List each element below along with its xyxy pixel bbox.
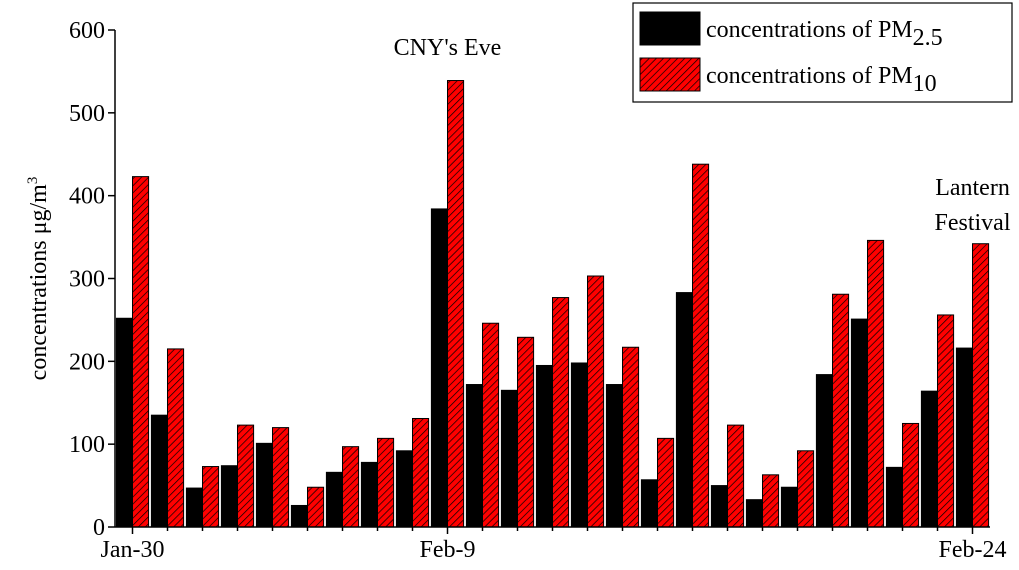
- bar: [552, 297, 570, 528]
- annotation-line: Lantern: [935, 175, 1010, 201]
- bar: [780, 486, 799, 528]
- bar: [255, 442, 273, 528]
- bar: [657, 437, 675, 528]
- y-tick-label: 200: [69, 349, 105, 375]
- bar: [342, 446, 360, 528]
- y-tick-label: 500: [69, 101, 105, 127]
- bar: [430, 208, 448, 528]
- bar: [202, 466, 220, 528]
- bar: [727, 424, 745, 528]
- bar: [885, 466, 904, 528]
- y-tick-label: 0: [93, 515, 105, 541]
- legend-label: concentrations of PM10: [706, 63, 937, 97]
- y-tick-label: 400: [69, 184, 105, 210]
- y-axis-label: concentrations μg/m3: [25, 177, 52, 381]
- bar: [272, 427, 290, 528]
- bar: [220, 465, 238, 528]
- bar: [325, 471, 343, 528]
- x-tick-label: Feb-9: [420, 537, 476, 563]
- bar: [237, 424, 255, 528]
- bar: [167, 348, 185, 528]
- legend-sub: 10: [913, 71, 937, 97]
- bar: [412, 417, 430, 528]
- bar: [570, 362, 589, 528]
- legend-name: concentrations of PM: [706, 63, 913, 89]
- bar: [185, 487, 203, 528]
- bar: [937, 314, 955, 528]
- bar: [377, 437, 395, 528]
- bar: [605, 384, 624, 528]
- bar: [447, 80, 465, 528]
- bar: [955, 347, 974, 528]
- bar: [517, 336, 535, 528]
- bar: [920, 390, 939, 528]
- bar: [307, 486, 325, 528]
- bar: [132, 176, 150, 528]
- bar: [762, 474, 780, 528]
- bar: [290, 504, 308, 528]
- annotation: Lantern Festival: [935, 175, 1011, 236]
- bar: [500, 389, 518, 528]
- bar: [815, 374, 834, 528]
- bar: [692, 163, 710, 528]
- legend-sub: 2.5: [913, 25, 943, 51]
- bar: [832, 293, 850, 528]
- bar: [850, 318, 869, 528]
- y-axis-label-sup: 3: [25, 177, 41, 185]
- bar: [395, 450, 413, 528]
- y-tick-label: 100: [69, 432, 105, 458]
- legend-name: concentrations of PM: [706, 17, 913, 43]
- bar: [972, 243, 990, 528]
- y-tick-label: 600: [69, 18, 105, 44]
- annotation-line: CNY's Eve: [394, 35, 502, 61]
- bar: [710, 485, 729, 528]
- legend-label: concentrations of PM2.5: [706, 17, 943, 51]
- x-tick-label: Jan-30: [101, 537, 165, 563]
- annotation: CNY's Eve: [394, 35, 502, 61]
- bar: [640, 479, 659, 528]
- bar: [150, 414, 168, 528]
- bar: [745, 499, 764, 528]
- bar: [482, 322, 500, 528]
- bar: [797, 450, 815, 528]
- bar: [587, 275, 605, 528]
- y-axis-label-text: concentrations μg/m: [26, 184, 52, 380]
- bar: [675, 292, 694, 528]
- bar: [115, 317, 134, 528]
- bar: [535, 364, 554, 528]
- x-tick-label: Feb-24: [939, 537, 1007, 563]
- annotation-line: Festival: [935, 210, 1011, 236]
- y-tick-label: 300: [69, 267, 105, 293]
- bar: [867, 239, 885, 528]
- bar: [465, 384, 483, 528]
- bar: [360, 461, 378, 528]
- bar: [902, 422, 920, 528]
- legend-swatch: [639, 11, 701, 46]
- legend-swatch: [639, 57, 701, 92]
- bar: [622, 346, 640, 528]
